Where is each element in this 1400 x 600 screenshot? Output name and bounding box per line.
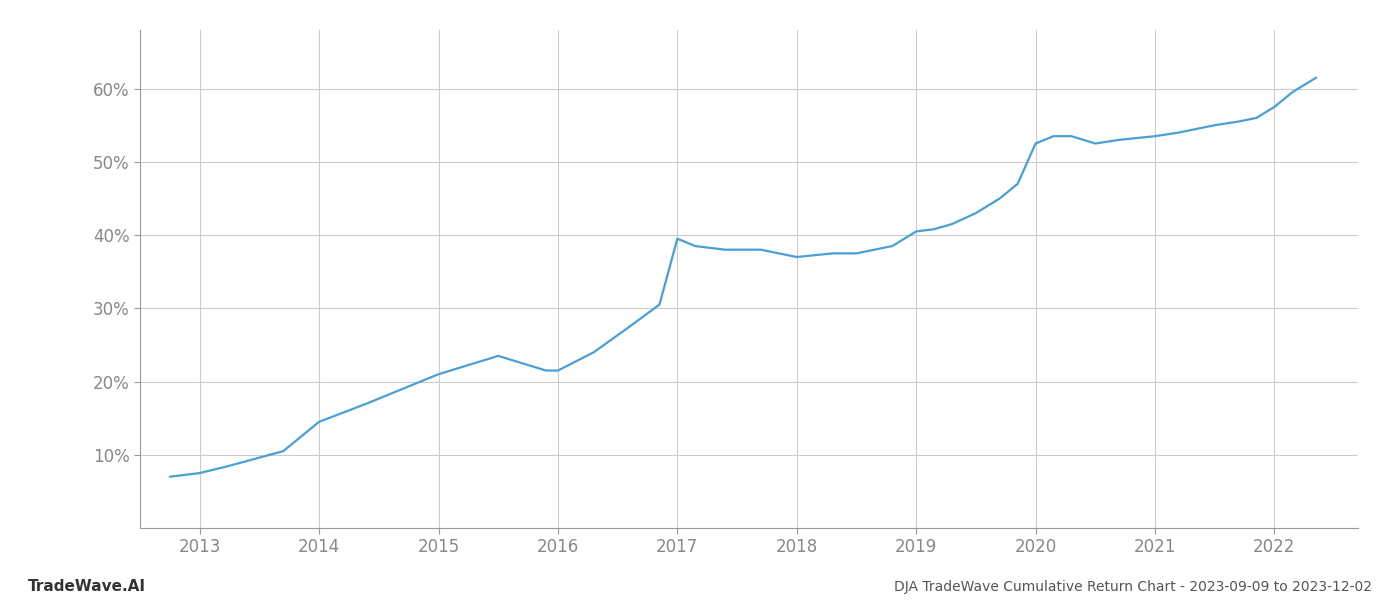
Text: DJA TradeWave Cumulative Return Chart - 2023-09-09 to 2023-12-02: DJA TradeWave Cumulative Return Chart - … — [895, 580, 1372, 594]
Text: TradeWave.AI: TradeWave.AI — [28, 579, 146, 594]
